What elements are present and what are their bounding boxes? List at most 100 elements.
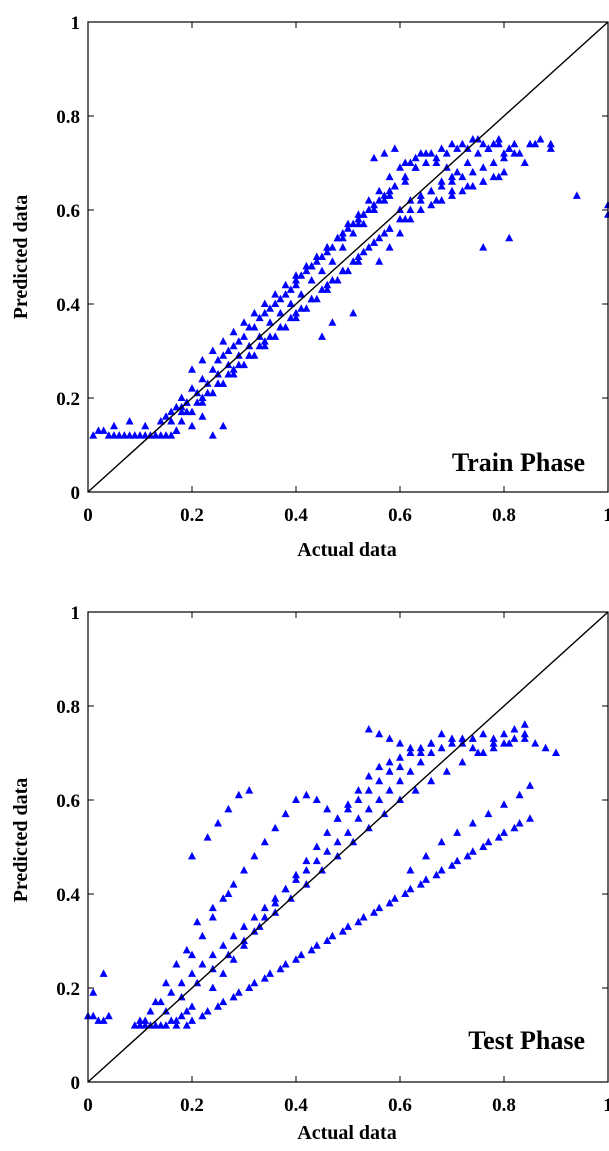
train-data-point xyxy=(468,135,477,143)
test-data-point xyxy=(375,795,384,803)
test-data-point xyxy=(453,856,462,865)
train-data-point xyxy=(520,158,529,166)
test-data-point xyxy=(505,739,514,747)
train-data-point xyxy=(515,149,524,157)
test-data-point xyxy=(526,814,534,822)
test-data-point xyxy=(271,894,280,902)
test-data-point xyxy=(396,739,404,747)
train-data-point xyxy=(182,407,191,416)
test-data-point xyxy=(375,729,384,738)
test-data-point xyxy=(214,1002,222,1010)
train-x-axis-title: Actual data xyxy=(297,539,396,561)
train-data-point xyxy=(198,393,207,401)
test-data-point xyxy=(156,997,165,1006)
test-data-point xyxy=(260,913,269,921)
train-data-point xyxy=(526,139,534,148)
train-x-tick-label: 1 xyxy=(603,505,609,526)
train-data-point xyxy=(151,431,160,439)
test-x-tick-label: 0.4 xyxy=(284,1095,308,1116)
train-data-point xyxy=(344,224,352,232)
train-data-point xyxy=(370,238,378,246)
train-data-point xyxy=(240,318,248,326)
train-data-point xyxy=(156,431,165,439)
test-data-point xyxy=(250,913,259,921)
train-data-point xyxy=(437,196,446,204)
test-data-point xyxy=(260,974,269,982)
test-reference-line xyxy=(87,611,609,1083)
train-data-point xyxy=(364,243,373,251)
train-data-point xyxy=(354,252,363,260)
train-data-point xyxy=(156,417,165,425)
test-data-point xyxy=(182,1021,191,1029)
train-data-point xyxy=(427,200,436,209)
test-data-point xyxy=(172,1021,181,1029)
train-data-point xyxy=(505,233,514,242)
train-data-point xyxy=(266,304,274,312)
train-data-point xyxy=(416,205,425,213)
train-data-point xyxy=(245,351,254,359)
test-data-point xyxy=(448,739,456,747)
train-data-point xyxy=(427,149,436,157)
train-data-point xyxy=(333,276,342,284)
test-y-tick-label: 0.6 xyxy=(56,791,80,812)
train-data-point xyxy=(130,431,139,439)
train-data-point xyxy=(198,374,207,383)
train-data-point xyxy=(219,351,228,359)
test-data-point xyxy=(245,983,254,991)
test-y-tick-label: 0.4 xyxy=(56,885,80,906)
test-data-point xyxy=(229,992,238,1001)
train-data-point xyxy=(250,308,259,317)
train-data-point xyxy=(89,431,98,439)
train-data-point xyxy=(500,149,508,157)
test-data-point xyxy=(151,1021,160,1029)
test-data-point xyxy=(214,819,222,827)
train-data-point xyxy=(380,149,389,157)
train-data-point xyxy=(281,280,290,289)
test-data-point xyxy=(292,795,300,803)
train-data-point xyxy=(494,172,503,181)
test-data-point xyxy=(182,945,191,954)
train-x-tick-label: 0.6 xyxy=(388,505,412,526)
test-data-point xyxy=(281,809,290,818)
train-data-point xyxy=(354,257,363,265)
train-data-point xyxy=(240,332,248,340)
test-x-tick-label: 0.8 xyxy=(492,1095,516,1116)
train-data-point xyxy=(489,139,498,148)
train-data-point xyxy=(432,158,441,166)
train-data-point xyxy=(318,332,326,340)
test-data-point xyxy=(385,898,394,907)
test-data-point xyxy=(354,814,363,822)
train-data-point xyxy=(463,182,472,190)
train-data-point xyxy=(411,163,420,171)
train-data-point xyxy=(318,266,326,275)
test-data-point xyxy=(344,828,352,836)
test-data-point xyxy=(208,983,217,991)
test-data-point xyxy=(359,913,368,921)
train-data-point xyxy=(214,355,222,364)
train-data-point xyxy=(141,431,150,439)
test-data-point xyxy=(427,776,436,785)
test-x-axis-title: Actual data xyxy=(297,1122,396,1144)
test-data-point xyxy=(276,964,285,973)
train-data-point xyxy=(359,210,368,218)
train-data-point xyxy=(224,370,233,378)
train-data-point xyxy=(302,261,311,270)
train-data-point xyxy=(234,360,243,369)
train-data-point xyxy=(229,370,238,378)
train-data-point xyxy=(307,276,316,284)
train-data-point xyxy=(344,219,352,228)
test-data-point xyxy=(385,786,394,794)
train-data-point xyxy=(297,290,306,298)
test-data-point xyxy=(474,748,482,756)
test-data-point xyxy=(302,790,311,799)
train-data-point xyxy=(479,139,488,148)
test-data-point xyxy=(385,757,394,766)
test-data-point xyxy=(240,922,248,930)
train-data-point xyxy=(453,144,462,152)
test-x-tick-label: 0 xyxy=(83,1095,93,1116)
train-data-point xyxy=(136,431,144,439)
train-data-point xyxy=(177,407,186,416)
test-data-point xyxy=(489,734,498,742)
test-data-point xyxy=(510,725,519,733)
test-data-point xyxy=(541,743,550,752)
